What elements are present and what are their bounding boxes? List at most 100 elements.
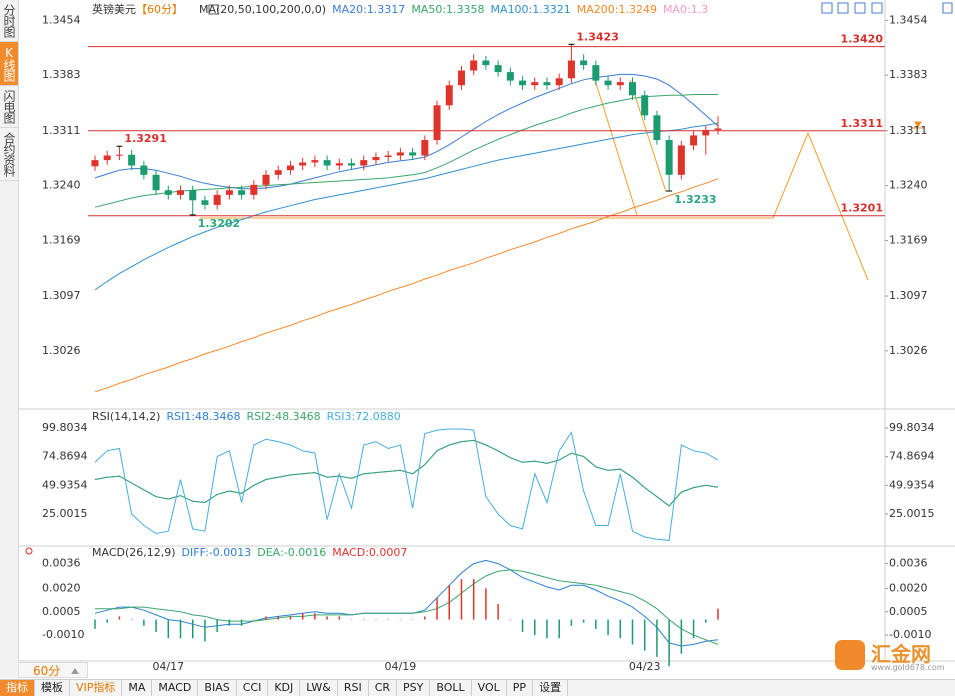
line-series (94, 122, 719, 291)
legend-name: MA20 (332, 3, 363, 16)
toolbar-button[interactable]: VOL (472, 680, 507, 696)
candle-body (653, 115, 661, 141)
toolbar-button[interactable]: VIP指标 (70, 680, 123, 696)
logo-url: www.gold678.com (871, 663, 945, 672)
sidebar-tab[interactable]: 闪电图 (0, 86, 18, 128)
trend-line (200, 131, 869, 281)
macd-bar (656, 619, 658, 657)
period-label: 60分 (33, 664, 61, 678)
y-tick-label-right: 1.3026 (889, 344, 928, 357)
macd-bar (265, 616, 267, 620)
macd-bar (534, 619, 536, 636)
line-series (94, 428, 719, 541)
legend-separator: : (271, 410, 275, 423)
macd-bar (570, 619, 573, 626)
macd-bar (619, 619, 622, 639)
macd-bar (106, 619, 108, 623)
legend-separator: : (442, 3, 446, 16)
toolbar-button[interactable]: BIAS (198, 680, 237, 696)
toolbar-button[interactable]: 设置 (533, 680, 569, 696)
macd-bar (705, 619, 707, 623)
icon[interactable] (871, 2, 883, 14)
icon[interactable] (854, 2, 866, 14)
candle-body (628, 82, 636, 96)
macd-bar (631, 619, 634, 645)
candle-body (91, 160, 99, 167)
y-tick-label: 1.3240 (42, 179, 81, 192)
toolbar-button[interactable]: 模板 (35, 680, 70, 696)
macd-bar (680, 619, 683, 654)
period-selector[interactable]: 60分 (18, 662, 88, 678)
macd-bar (130, 619, 133, 621)
icon[interactable] (821, 2, 833, 14)
drawn-trend-lines (200, 79, 869, 281)
macd-bar (362, 619, 365, 621)
legend-name: RSI1 (166, 410, 191, 423)
toolbar-button[interactable]: CCI (237, 680, 269, 696)
candle-body (164, 190, 172, 195)
candle-body (152, 174, 160, 191)
icon[interactable] (837, 2, 849, 14)
legend-separator: : (615, 3, 619, 16)
toolbar-button[interactable]: BOLL (430, 680, 472, 696)
legend-separator: : (352, 410, 356, 423)
macd-bar (277, 616, 279, 620)
toolbar-button[interactable]: PSY (397, 680, 431, 696)
legend-value: 48.3468 (195, 410, 241, 423)
y-tick-label: 1.3383 (42, 68, 81, 81)
sidebar-tab[interactable]: 分时图 (0, 0, 18, 42)
macd-bar (411, 619, 414, 621)
candle-body (201, 200, 209, 205)
macd-bar (460, 579, 463, 620)
price-marker-icon (912, 121, 924, 129)
y-tick-label-right: 1.3169 (889, 233, 928, 246)
toolbar-button[interactable]: MA (122, 680, 153, 696)
legend-value: 1.3317 (367, 3, 406, 16)
x-tick-label: 04/17 (152, 660, 184, 673)
extreme-label: 1.3423 (576, 30, 618, 43)
y-tick-label: 99.8034 (42, 421, 88, 434)
toolbar-button[interactable]: 指标 (0, 680, 35, 696)
y-tick-label-right: 25.0015 (889, 507, 935, 520)
toolbar-button[interactable]: MACD (152, 680, 199, 696)
candle-body (690, 135, 698, 146)
macd-bar (191, 619, 194, 639)
legend-separator: : (280, 546, 284, 559)
line-series (94, 94, 718, 208)
toolbar-button[interactable]: CR (369, 680, 398, 696)
legend-name: MA50 (411, 3, 442, 16)
y-tick-label-right: 99.8034 (889, 421, 935, 434)
trend-line (594, 79, 638, 216)
sidebar-tab[interactable]: 合约资料 (0, 128, 18, 181)
candle-body (580, 60, 588, 66)
toolbar-icons (821, 2, 953, 14)
toolbar-button[interactable]: KDJ (268, 680, 301, 696)
legend-value: -0.0016 (284, 546, 326, 559)
settings-icon[interactable] (25, 547, 33, 555)
candle-body (250, 184, 258, 195)
y-tick-label-right: 1.3311 (889, 124, 928, 137)
toolbar-button[interactable]: RSI (338, 680, 369, 696)
macd-bar (253, 619, 255, 621)
y-tick-label: 1.3454 (42, 13, 81, 26)
candle-body (616, 82, 624, 86)
line-series (94, 559, 719, 647)
candle-body (409, 152, 417, 156)
candle-body (128, 154, 136, 166)
toolbar-button[interactable]: PP (507, 680, 534, 696)
candle-body (103, 155, 111, 161)
candle-body (140, 165, 148, 175)
candle-body (348, 163, 356, 166)
candle-body (238, 190, 246, 195)
macd-bar (216, 619, 218, 632)
candle-body (470, 60, 478, 71)
sidebar-tab[interactable]: K线图 (0, 42, 18, 86)
candle-body (213, 194, 221, 205)
macd-bar (448, 585, 451, 620)
indicator: MACD(26,12,9) (92, 546, 176, 559)
legend: RSI(14,14,2) RSI1:48.3468 RSI2:48.3468 RSI3… (92, 410, 401, 423)
ma-settings-icon[interactable] (208, 4, 219, 15)
toolbar-button[interactable]: LW& (300, 680, 338, 696)
icon[interactable] (942, 2, 953, 14)
